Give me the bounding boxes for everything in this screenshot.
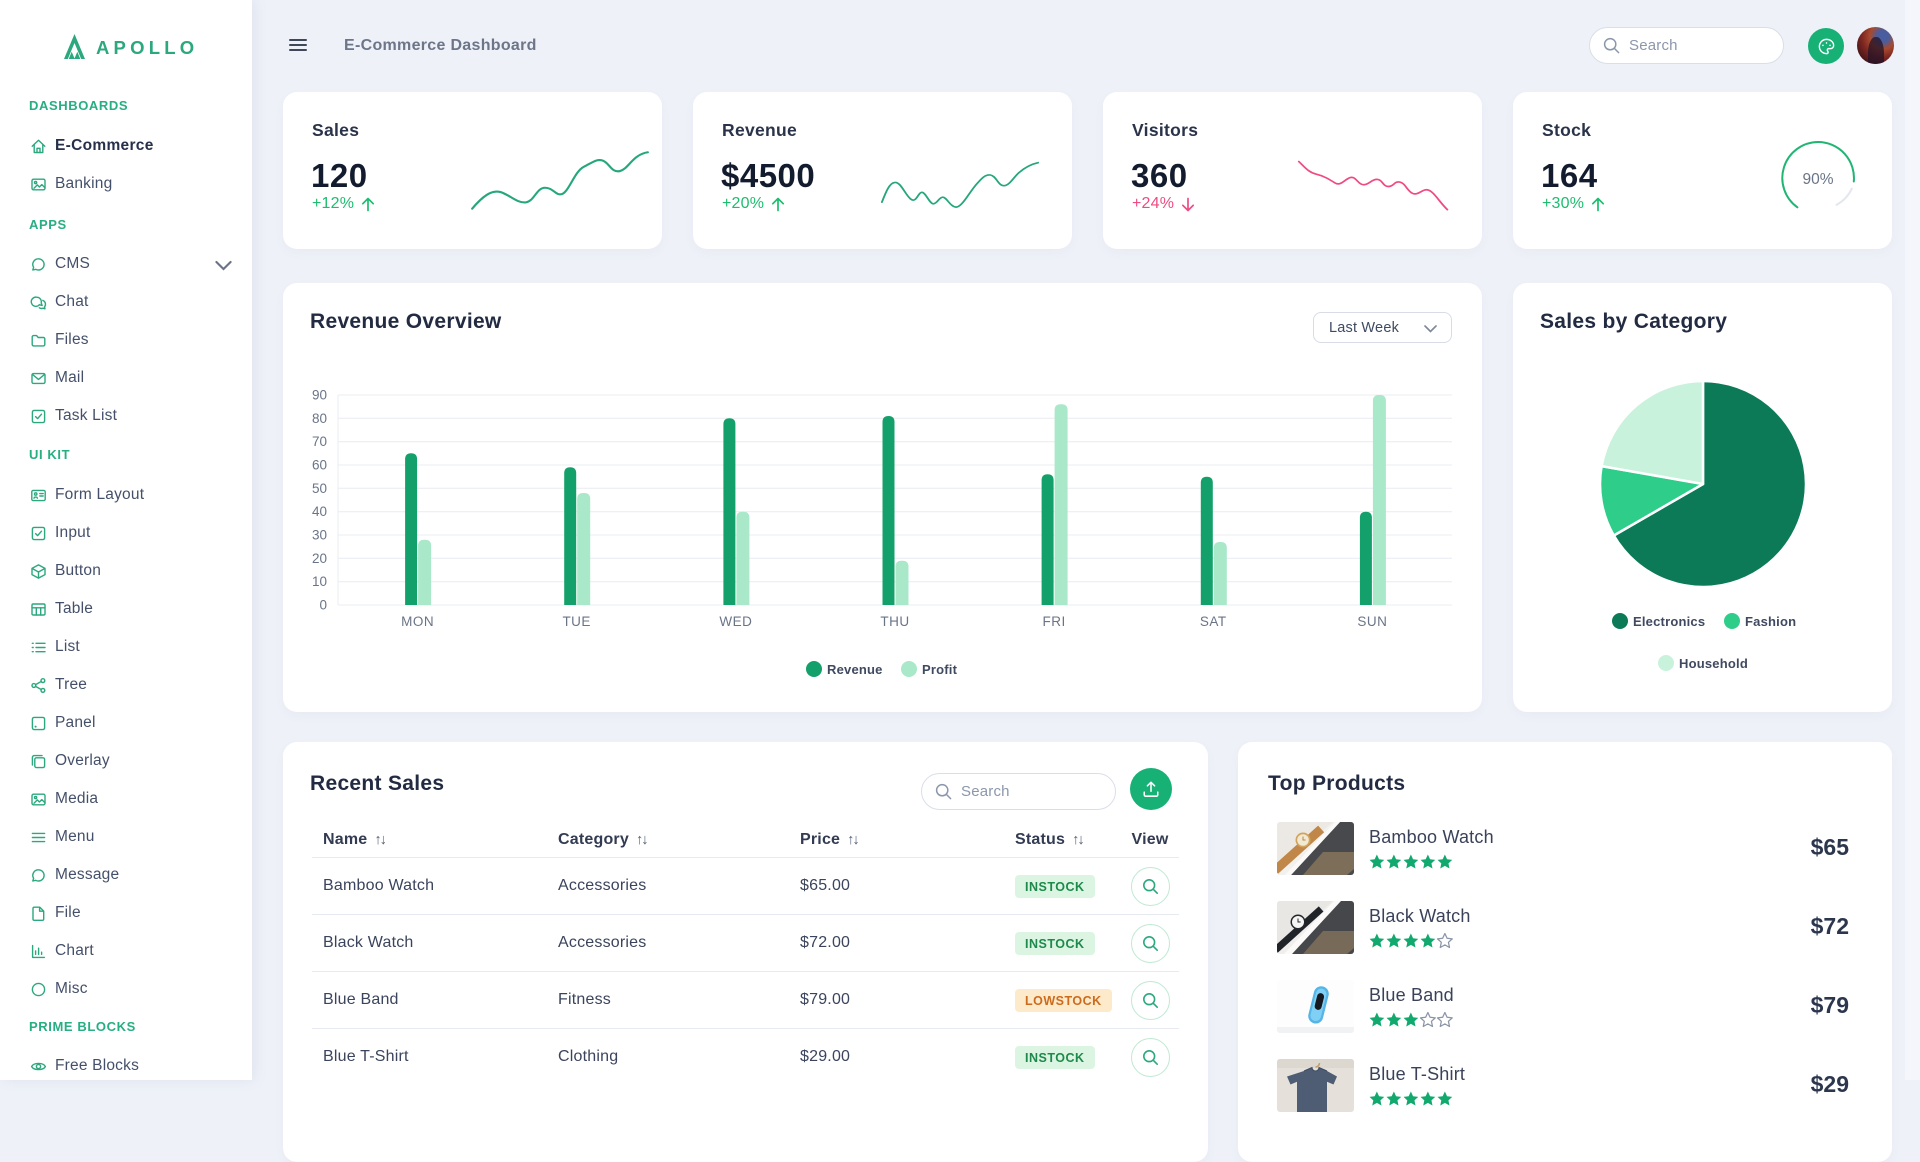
svg-text:70: 70: [312, 434, 327, 449]
svg-text:80: 80: [312, 411, 327, 426]
svg-text:SUN: SUN: [1357, 614, 1387, 629]
svg-text:SAT: SAT: [1200, 614, 1227, 629]
svg-text:20: 20: [312, 551, 327, 566]
svg-text:90%: 90%: [1802, 171, 1833, 188]
svg-text:THU: THU: [880, 614, 909, 629]
svg-text:TUE: TUE: [562, 614, 591, 629]
svg-text:60: 60: [312, 458, 327, 473]
svg-text:30: 30: [312, 528, 327, 543]
svg-text:50: 50: [312, 481, 327, 496]
svg-text:FRI: FRI: [1042, 614, 1065, 629]
svg-text:MON: MON: [401, 614, 434, 629]
svg-text:10: 10: [312, 574, 327, 589]
svg-text:APOLLO: APOLLO: [96, 37, 198, 58]
svg-text:0: 0: [319, 598, 327, 613]
svg-text:WED: WED: [719, 614, 752, 629]
svg-text:40: 40: [312, 504, 327, 519]
svg-text:90: 90: [312, 388, 327, 403]
